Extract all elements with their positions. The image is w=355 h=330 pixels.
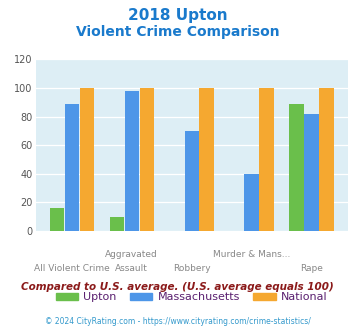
Bar xyxy=(319,88,334,231)
Text: Rape: Rape xyxy=(300,264,323,273)
Bar xyxy=(125,91,139,231)
Bar xyxy=(80,88,94,231)
Text: Robbery: Robbery xyxy=(173,264,211,273)
Text: Violent Crime Comparison: Violent Crime Comparison xyxy=(76,25,279,39)
Bar xyxy=(304,114,319,231)
Text: © 2024 CityRating.com - https://www.cityrating.com/crime-statistics/: © 2024 CityRating.com - https://www.city… xyxy=(45,317,310,326)
Bar xyxy=(200,88,214,231)
Legend: Upton, Massachusetts, National: Upton, Massachusetts, National xyxy=(51,288,332,307)
Bar xyxy=(185,131,199,231)
Bar xyxy=(65,104,79,231)
Text: 2018 Upton: 2018 Upton xyxy=(128,8,227,23)
Bar xyxy=(50,208,64,231)
Text: Murder & Mans...: Murder & Mans... xyxy=(213,250,290,259)
Text: Aggravated: Aggravated xyxy=(105,250,158,259)
Bar xyxy=(289,104,304,231)
Text: Assault: Assault xyxy=(115,264,148,273)
Text: All Violent Crime: All Violent Crime xyxy=(34,264,110,273)
Bar xyxy=(260,88,274,231)
Bar xyxy=(110,217,124,231)
Text: Compared to U.S. average. (U.S. average equals 100): Compared to U.S. average. (U.S. average … xyxy=(21,282,334,292)
Bar xyxy=(140,88,154,231)
Bar xyxy=(245,174,259,231)
